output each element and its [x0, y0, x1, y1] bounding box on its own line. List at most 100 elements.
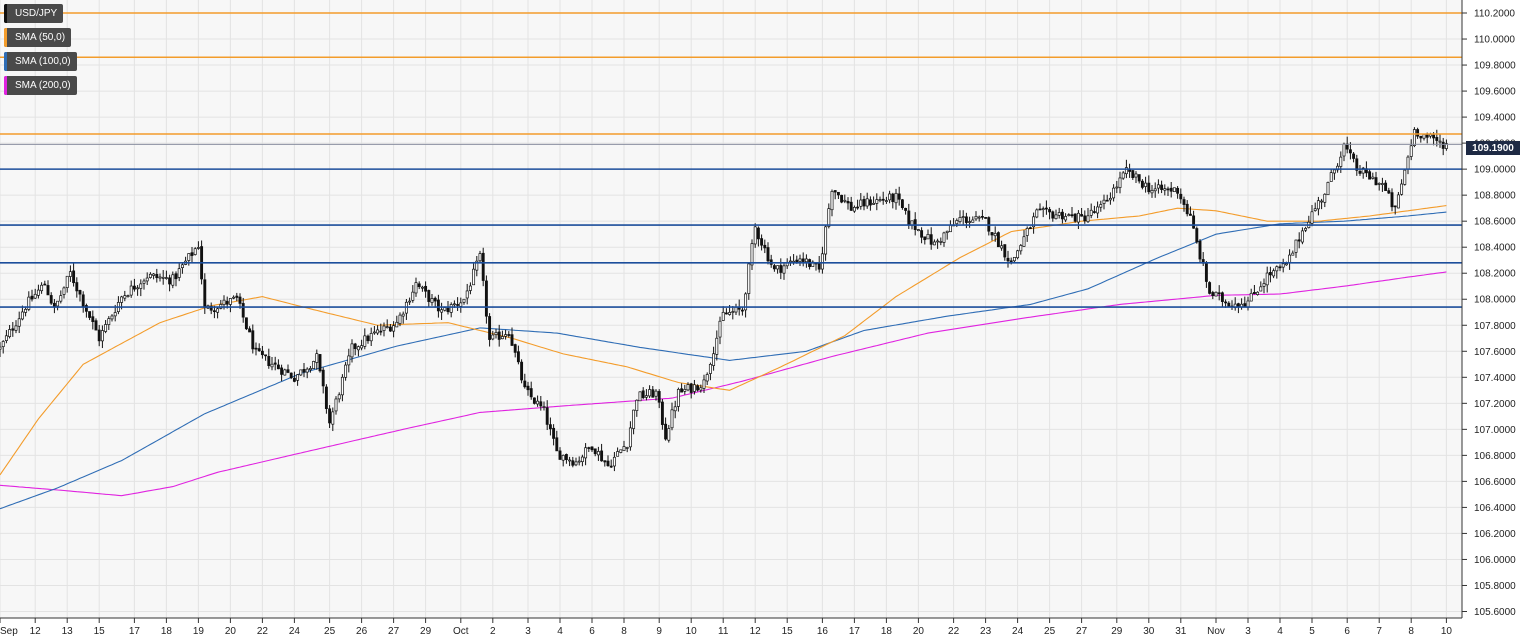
candle-body: [385, 326, 389, 329]
candle-body: [420, 286, 424, 289]
candle-body: [1169, 187, 1173, 192]
candle-body: [126, 295, 130, 297]
candle-body: [1076, 212, 1080, 223]
candle-body: [94, 320, 98, 331]
x-tick-label: 7: [1376, 626, 1382, 637]
candle-body: [779, 265, 783, 273]
candle-body: [1160, 184, 1164, 190]
candle-body: [187, 253, 191, 261]
candle-body: [1291, 252, 1295, 256]
candle-body: [955, 220, 959, 225]
x-tick-label: Oct: [453, 626, 469, 637]
candle-body: [177, 268, 181, 278]
candle-body: [1144, 182, 1148, 187]
candle-body: [1400, 183, 1404, 195]
candle-body: [1067, 214, 1071, 217]
y-tick-label: 106.0000: [1474, 555, 1516, 566]
candle-body: [1313, 208, 1317, 211]
candle-body: [270, 363, 274, 368]
candle-body: [923, 236, 927, 241]
legend-item-sma100[interactable]: SMA (100,0): [4, 52, 77, 71]
candle-body: [600, 450, 604, 462]
candle-body: [113, 312, 117, 317]
sma-100-line: [0, 211, 1447, 510]
x-axis: Sep 12 13 15 17 18 19 20 22 24 25 26 27 29 Oct 2 3 4 6 8 9 10…: [0, 618, 1452, 637]
candle-body: [1166, 188, 1170, 191]
x-tick-label: 12: [30, 626, 42, 637]
candle-body: [878, 199, 882, 202]
candle-body: [1256, 291, 1260, 295]
candle-body: [1425, 134, 1429, 138]
candle-body: [862, 199, 866, 207]
candle-body: [456, 304, 460, 306]
candle-body: [340, 376, 344, 396]
candle-body: [465, 290, 469, 299]
candle-body: [1192, 215, 1196, 229]
candle-body: [577, 460, 581, 463]
x-tick-label: 15: [94, 626, 106, 637]
candle-body: [1249, 292, 1253, 302]
x-tick-label: 27: [1076, 626, 1088, 637]
candle-body: [232, 296, 236, 299]
candle-body: [996, 232, 1000, 248]
candle-body: [1089, 209, 1093, 216]
candle-body: [1124, 167, 1128, 175]
candle-body: [1294, 239, 1298, 253]
candle-body: [337, 394, 341, 400]
candle-body: [14, 325, 18, 331]
candle-body: [1217, 292, 1221, 295]
legend-item-sma50[interactable]: SMA (50,0): [4, 28, 72, 47]
candle-body: [1323, 193, 1327, 203]
candle-body: [244, 317, 248, 330]
candle-body: [222, 299, 226, 305]
candle-body: [110, 315, 114, 320]
candle-body: [974, 216, 978, 220]
candle-body: [123, 295, 127, 299]
candle-body: [152, 273, 156, 276]
candle-body: [62, 287, 66, 295]
candle-body: [392, 325, 396, 332]
candle-body: [376, 329, 380, 334]
candle-body: [1060, 211, 1064, 220]
candle-body: [203, 279, 207, 308]
candle-body: [676, 389, 680, 407]
candle-body: [686, 384, 690, 391]
x-tick-label: 19: [193, 626, 205, 637]
y-tick-label: 109.8000: [1474, 61, 1516, 72]
x-tick-label: 17: [849, 626, 861, 637]
candle-body: [129, 285, 133, 296]
x-tick-label: 20: [913, 626, 925, 637]
candle-body: [708, 364, 712, 374]
candle-body: [702, 379, 706, 389]
candle-body: [1320, 200, 1324, 203]
y-tick-label: 107.2000: [1474, 399, 1516, 410]
candle-body: [622, 446, 626, 451]
candle-body: [1051, 211, 1055, 219]
candle-body: [596, 451, 600, 456]
candle-body: [638, 391, 642, 402]
candle-body: [180, 264, 184, 269]
candle-body: [1416, 129, 1420, 137]
legend-item-usdjpy[interactable]: USD/JPY: [4, 4, 64, 23]
candle-body: [1131, 170, 1135, 179]
candle-body: [584, 447, 588, 459]
candle-body: [1054, 214, 1058, 220]
candle-body: [1272, 270, 1276, 277]
legend-item-sma200[interactable]: SMA (200,0): [4, 76, 77, 95]
candle-body: [849, 201, 853, 211]
x-tick-label: 6: [1344, 626, 1350, 637]
candle-body: [324, 386, 328, 410]
legend-swatch: [4, 28, 7, 47]
candle-body: [1099, 204, 1103, 208]
candle-body: [900, 199, 904, 208]
candle-body: [1432, 134, 1436, 139]
candle-body: [388, 326, 392, 332]
candle-body: [312, 361, 316, 369]
candle-body: [1137, 174, 1141, 182]
candle-body: [1326, 182, 1330, 196]
candle-body: [267, 356, 271, 367]
legend-label: SMA (100,0): [15, 56, 71, 67]
candle-body: [772, 265, 776, 270]
legend-label: SMA (200,0): [15, 80, 71, 91]
